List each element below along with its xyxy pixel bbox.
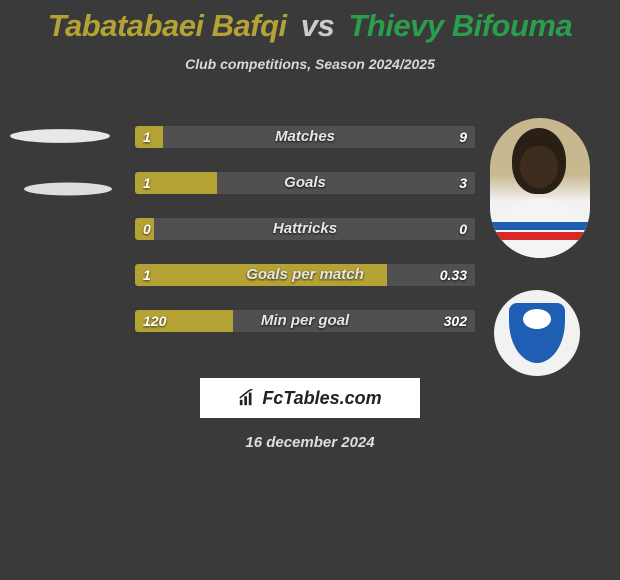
jersey-stripe-blue (490, 222, 590, 230)
face-shape (520, 146, 558, 188)
bar-chart-icon (238, 389, 256, 407)
player1-name: Tabatabaei Bafqi (48, 8, 287, 43)
comparison-card: Tabatabaei Bafqi vs Thievy Bifouma Club … (0, 0, 620, 580)
stats-list: 19Matches 13Goals 00Hattricks 10.33Goals pe… (135, 126, 475, 356)
stat-row: 120302Min per goal (135, 310, 475, 332)
stat-row: 13Goals (135, 172, 475, 194)
player2-name: Thievy Bifouma (348, 8, 572, 43)
jersey-stripe-red (490, 232, 590, 240)
player2-club-logo (494, 290, 580, 376)
title-row: Tabatabaei Bafqi vs Thievy Bifouma (0, 0, 620, 44)
date-text: 16 december 2024 (0, 434, 620, 451)
player1-avatar-placeholder (10, 129, 110, 143)
branding-text: FcTables.com (262, 388, 381, 409)
stat-label: Matches (135, 126, 475, 148)
club-shield-icon (509, 303, 565, 363)
stat-label: Goals per match (135, 264, 475, 286)
stat-label: Hattricks (135, 218, 475, 240)
vs-text: vs (301, 8, 334, 43)
stat-label: Min per goal (135, 310, 475, 332)
stat-row: 00Hattricks (135, 218, 475, 240)
stat-label: Goals (135, 172, 475, 194)
stat-row: 10.33Goals per match (135, 264, 475, 286)
branding-badge: FcTables.com (200, 378, 420, 418)
player2-photo (490, 118, 590, 258)
subtitle: Club competitions, Season 2024/2025 (0, 56, 620, 72)
stat-row: 19Matches (135, 126, 475, 148)
player1-club-placeholder (24, 183, 112, 196)
